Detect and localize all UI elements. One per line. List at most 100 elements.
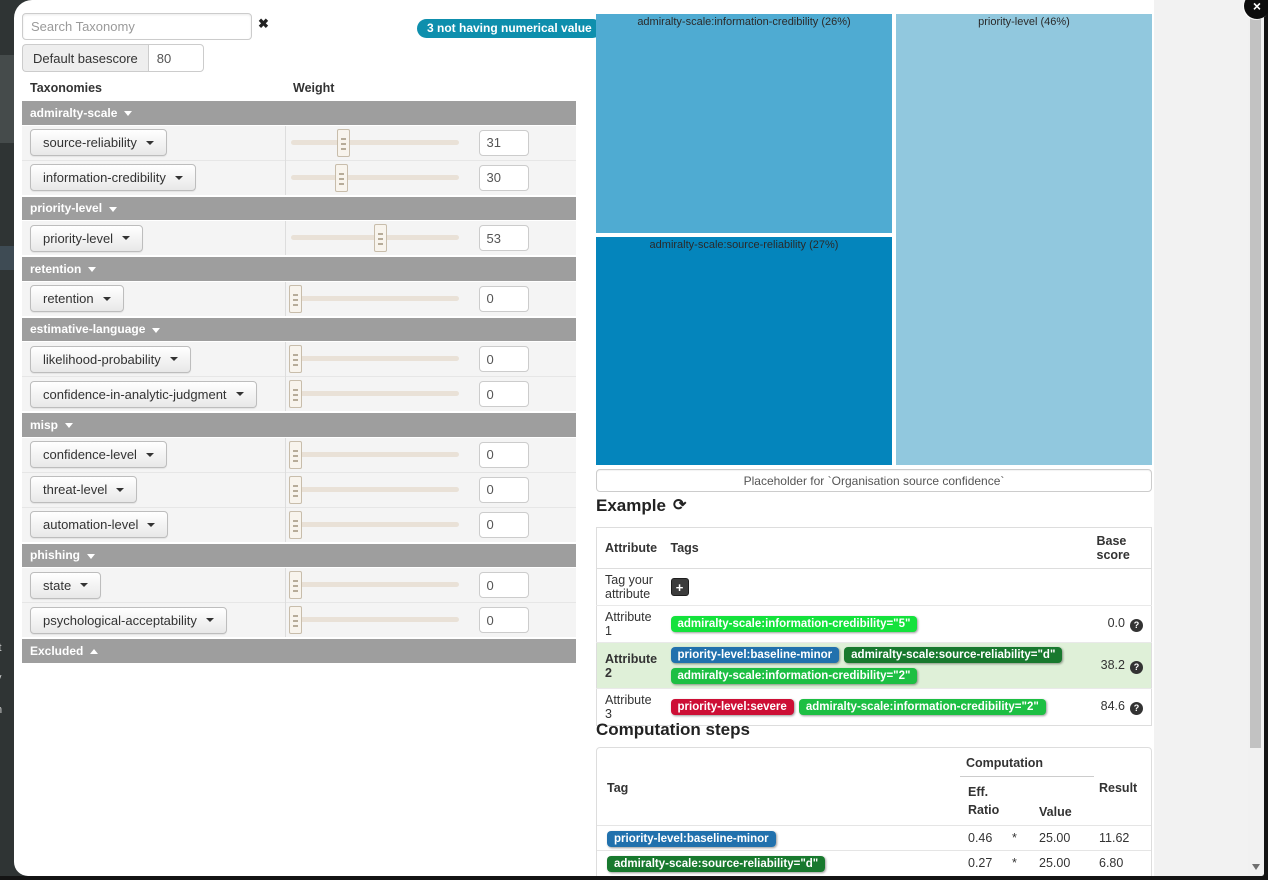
weight-value-input[interactable] bbox=[478, 285, 529, 312]
slider-handle[interactable] bbox=[288, 510, 302, 539]
taxonomy-group-label: misp bbox=[30, 417, 59, 432]
taxonomy-dropdown-priority-level[interactable]: priority-level bbox=[30, 224, 144, 252]
slider-handle[interactable] bbox=[288, 475, 302, 504]
taxonomy-dropdown-label: confidence-level bbox=[43, 447, 137, 462]
weight-controls bbox=[288, 475, 574, 504]
taxonomy-group-header-retention[interactable]: retention bbox=[22, 255, 576, 282]
weight-slider[interactable] bbox=[288, 380, 459, 408]
taxonomy-group-header-estimative-language[interactable]: estimative-language bbox=[22, 315, 576, 342]
add-tag-button[interactable]: + bbox=[670, 578, 689, 596]
weight-slider[interactable] bbox=[290, 224, 459, 252]
weight-controls bbox=[288, 571, 574, 599]
taxonomy-group-header-misp[interactable]: misp bbox=[22, 411, 576, 438]
weight-cell bbox=[284, 376, 576, 412]
taxonomy-group-header-priority-level[interactable]: priority-level bbox=[22, 194, 576, 221]
base-score-cell: 38.2? bbox=[1088, 642, 1152, 689]
taxonomy-group-header-phishing[interactable]: phishing bbox=[22, 541, 576, 568]
taxonomy-dropdown-retention[interactable]: retention bbox=[30, 285, 124, 312]
slider-handle[interactable] bbox=[373, 224, 387, 252]
taxonomy-dropdown-confidence-level[interactable]: confidence-level bbox=[30, 441, 167, 468]
close-modal-button[interactable]: × bbox=[1244, 0, 1268, 19]
weight-slider[interactable] bbox=[288, 284, 459, 313]
search-taxonomy-input[interactable] bbox=[22, 13, 252, 40]
tag-pill: priority-level:severe bbox=[670, 699, 794, 715]
slider-handle[interactable] bbox=[288, 440, 302, 469]
weight-slider[interactable] bbox=[290, 128, 459, 157]
score-help-icon[interactable]: ? bbox=[1130, 702, 1143, 715]
computation-title-text: Computation steps bbox=[596, 720, 750, 739]
tags-cell: admiralty-scale:information-credibility=… bbox=[662, 605, 1089, 643]
tags-cell: + bbox=[662, 568, 1089, 606]
clear-search-icon[interactable]: ✖ bbox=[258, 16, 269, 31]
taxonomy-group-header-admiralty-scale[interactable]: admiralty-scale bbox=[22, 99, 576, 126]
weight-value-input[interactable] bbox=[478, 346, 529, 372]
score-help-icon[interactable]: ? bbox=[1130, 660, 1143, 674]
score-help-icon[interactable]: ? bbox=[1130, 619, 1143, 632]
taxonomy-dropdown-psychological-acceptability[interactable]: psychological-acceptability bbox=[30, 606, 227, 634]
caret-down-icon bbox=[235, 392, 244, 396]
taxonomy-dropdown-state[interactable]: state bbox=[30, 571, 102, 599]
taxonomy-group-label: phishing bbox=[30, 548, 80, 563]
weight-slider[interactable] bbox=[290, 163, 459, 192]
taxonomy-dropdown-label: source-reliability bbox=[43, 135, 137, 150]
taxonomy-group-header-Excluded[interactable]: Excluded bbox=[22, 637, 576, 664]
weight-value-input[interactable] bbox=[478, 129, 529, 156]
taxonomy-group-label: admiralty-scale bbox=[30, 105, 118, 120]
vertical-scrollbar[interactable] bbox=[1248, 0, 1264, 876]
taxonomy-cell: psychological-acceptability bbox=[22, 602, 285, 638]
default-basescore-input[interactable] bbox=[147, 44, 204, 72]
weight-value-input[interactable] bbox=[478, 607, 529, 633]
background-patch bbox=[0, 55, 14, 143]
taxonomy-row: source-reliability bbox=[22, 124, 576, 160]
taxonomy-dropdown-information-credibility[interactable]: information-credibility bbox=[30, 164, 196, 191]
taxonomy-dropdown-likelihood-probability[interactable]: likelihood-probability bbox=[30, 345, 191, 373]
weight-value-input[interactable] bbox=[478, 511, 529, 538]
weight-cell bbox=[284, 341, 576, 377]
weight-value-input[interactable] bbox=[478, 381, 529, 407]
weight-slider[interactable] bbox=[288, 606, 459, 634]
tags-list: admiralty-scale:information-credibility=… bbox=[670, 616, 1081, 632]
operator: * bbox=[1012, 856, 1017, 871]
comp-computation-header: Computation bbox=[960, 756, 1094, 777]
decaying-model-tool-modal: ✖ 3 not having numerical value Default b… bbox=[14, 0, 1264, 876]
slider-handle[interactable] bbox=[288, 380, 302, 408]
weight-value-input[interactable] bbox=[478, 476, 529, 503]
taxonomy-cell: retention bbox=[22, 280, 285, 317]
weight-value-input[interactable] bbox=[478, 441, 529, 468]
taxonomy-dropdown-source-reliability[interactable]: source-reliability bbox=[30, 129, 167, 156]
weight-cell bbox=[284, 567, 576, 603]
slider-handle[interactable] bbox=[288, 345, 302, 373]
weight-slider[interactable] bbox=[288, 440, 459, 469]
taxonomy-row: confidence-in-analytic-judgment bbox=[22, 376, 576, 412]
taxonomy-cell: confidence-level bbox=[22, 436, 285, 472]
treemap-node-label: admiralty-scale:information-credibility … bbox=[637, 16, 851, 28]
taxonomy-dropdown-threat-level[interactable]: threat-level bbox=[30, 476, 138, 503]
operator: * bbox=[1012, 831, 1017, 846]
scrollbar-thumb[interactable] bbox=[1250, 18, 1261, 748]
slider-handle[interactable] bbox=[334, 163, 348, 192]
weight-slider[interactable] bbox=[288, 510, 459, 539]
taxonomy-dropdown-confidence-in-analytic-judgment[interactable]: confidence-in-analytic-judgment bbox=[30, 380, 257, 408]
taxonomy-dropdown-automation-level[interactable]: automation-level bbox=[30, 511, 169, 538]
slider-handle[interactable] bbox=[288, 571, 302, 599]
caret-down-icon bbox=[169, 357, 178, 361]
treemap-node-admiralty-scale:source-reliability: admiralty-scale:source-reliability (27%) bbox=[596, 237, 892, 465]
slider-handle[interactable] bbox=[288, 606, 302, 634]
weight-value-input[interactable] bbox=[478, 572, 529, 598]
weight-slider[interactable] bbox=[288, 345, 459, 373]
scroll-down-arrow-icon[interactable] bbox=[1252, 864, 1260, 870]
comp-tag-header: Tag bbox=[607, 780, 629, 795]
taxonomy-cell: priority-level bbox=[22, 220, 285, 256]
organisation-source-confidence-input[interactable] bbox=[596, 469, 1152, 492]
weight-controls bbox=[289, 224, 574, 252]
weight-value-input[interactable] bbox=[478, 164, 529, 191]
weight-cell bbox=[284, 506, 576, 543]
slider-handle[interactable] bbox=[288, 284, 302, 313]
weight-controls bbox=[288, 510, 574, 539]
weight-slider[interactable] bbox=[288, 571, 459, 599]
weight-slider[interactable] bbox=[288, 475, 459, 504]
slider-handle[interactable] bbox=[336, 128, 350, 157]
refresh-example-icon[interactable]: ⟳ bbox=[672, 497, 687, 514]
weight-value-input[interactable] bbox=[478, 225, 529, 251]
base-score-value: 0.0 bbox=[1107, 616, 1125, 630]
